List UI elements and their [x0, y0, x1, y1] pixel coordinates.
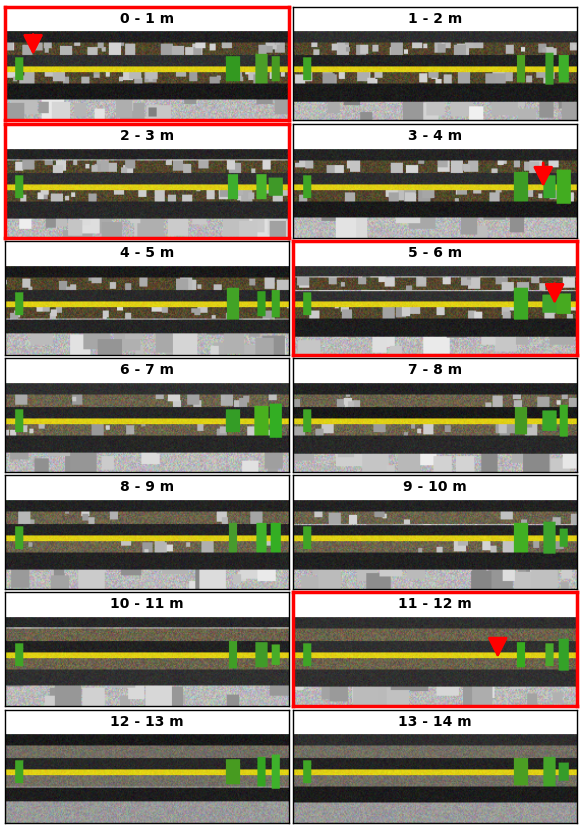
Text: 2 - 3 m: 2 - 3 m — [120, 129, 174, 143]
Text: 3 - 4 m: 3 - 4 m — [408, 129, 462, 143]
Text: 6 - 7 m: 6 - 7 m — [120, 363, 174, 377]
Text: 0 - 1 m: 0 - 1 m — [120, 12, 174, 26]
Text: 5 - 6 m: 5 - 6 m — [408, 246, 462, 260]
Text: 11 - 12 m: 11 - 12 m — [398, 598, 472, 612]
Text: 10 - 11 m: 10 - 11 m — [110, 598, 183, 612]
Text: 13 - 14 m: 13 - 14 m — [399, 715, 472, 729]
Text: 1 - 2 m: 1 - 2 m — [408, 12, 462, 26]
Text: 7 - 8 m: 7 - 8 m — [408, 363, 462, 377]
Text: 8 - 9 m: 8 - 9 m — [120, 481, 174, 494]
Text: 9 - 10 m: 9 - 10 m — [403, 481, 467, 494]
Text: 12 - 13 m: 12 - 13 m — [110, 715, 183, 729]
Text: 4 - 5 m: 4 - 5 m — [120, 246, 174, 260]
